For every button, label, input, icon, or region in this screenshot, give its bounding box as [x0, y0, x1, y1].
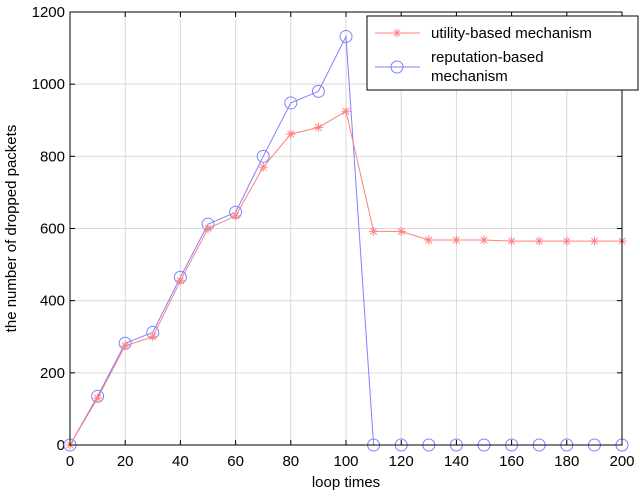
data-point: [313, 122, 323, 132]
data-point: [369, 226, 379, 236]
y-tick-label: 400: [40, 293, 65, 310]
x-tick-label: 120: [389, 453, 414, 470]
y-tick-label: 600: [40, 221, 65, 238]
axis-ticks: 0 20 40 60 80 100 120 140 160 180 200 0 200 400 600 800…: [32, 4, 635, 470]
star-stroke: [370, 227, 378, 235]
data-point: [148, 332, 158, 342]
legend-entry: utility-based mechanism: [375, 25, 592, 42]
star-stroke: [508, 237, 516, 245]
y-tick-label: 800: [40, 148, 65, 165]
x-tick-label: 160: [499, 453, 524, 470]
star-stroke: [563, 237, 571, 245]
data-point: [589, 236, 599, 246]
legend-label: mechanism: [431, 68, 508, 85]
star-stroke: [149, 333, 157, 341]
data-point: [175, 276, 185, 286]
x-tick-label: 100: [333, 453, 358, 470]
x-tick-label: 200: [609, 453, 634, 470]
x-tick-label: 0: [66, 453, 74, 470]
star-stroke: [259, 163, 267, 171]
legend-entry: reputation-based mechanism: [375, 49, 544, 85]
data-point: [284, 96, 298, 110]
star-stroke: [94, 394, 102, 402]
star-stroke: [397, 227, 405, 235]
data-point: [286, 129, 296, 139]
data-point: [203, 224, 213, 233]
data-point: [231, 211, 241, 221]
x-tick-label: 20: [117, 453, 134, 470]
star-stroke: [342, 107, 350, 115]
star-stroke: [535, 237, 543, 245]
data-point: [341, 106, 351, 116]
y-tick-label: 1200: [32, 4, 65, 21]
y-axis-label: the number of dropped packets: [3, 125, 20, 333]
star-stroke: [425, 236, 433, 244]
legend-swatch-marker: [390, 60, 404, 74]
x-tick-label: 80: [282, 453, 299, 470]
star-stroke: [287, 130, 295, 138]
x-axis-label: loop times: [312, 474, 380, 491]
star-stroke: [314, 123, 322, 132]
data-point: [534, 236, 544, 246]
data-point: [120, 341, 130, 351]
star-stroke: [452, 236, 460, 244]
star-stroke: [204, 224, 212, 233]
star-stroke: [393, 29, 401, 37]
star-stroke: [590, 237, 598, 245]
data-point: [311, 84, 325, 98]
data-point: [256, 149, 270, 163]
y-tick-label: 0: [57, 437, 65, 454]
series-utility-based: [65, 106, 627, 450]
star-stroke: [176, 277, 184, 285]
legend-swatch-marker: [392, 28, 402, 38]
x-tick-label: 180: [554, 453, 579, 470]
star-stroke: [232, 212, 240, 220]
y-tick-label: 200: [40, 365, 65, 382]
star-stroke: [121, 342, 129, 350]
data-point: [339, 30, 353, 44]
legend-box: [366, 15, 639, 91]
data-point: [424, 235, 434, 245]
x-tick-label: 60: [227, 453, 244, 470]
y-tick-label: 1000: [32, 76, 65, 93]
plot-frame: [69, 11, 623, 446]
data-point: [479, 235, 489, 245]
x-tick-label: 140: [444, 453, 469, 470]
data-point: [258, 162, 268, 172]
x-tick-label: 40: [172, 453, 189, 470]
star-stroke: [480, 236, 488, 244]
data-point: [562, 236, 572, 246]
legend-label: utility-based mechanism: [431, 25, 592, 42]
data-point: [507, 236, 517, 246]
data-point: [396, 226, 406, 236]
legend: utility-based mechanism reputation-based m…: [366, 15, 639, 91]
legend-label: reputation-based: [431, 49, 544, 66]
data-point: [93, 393, 103, 403]
data-point: [451, 235, 461, 245]
